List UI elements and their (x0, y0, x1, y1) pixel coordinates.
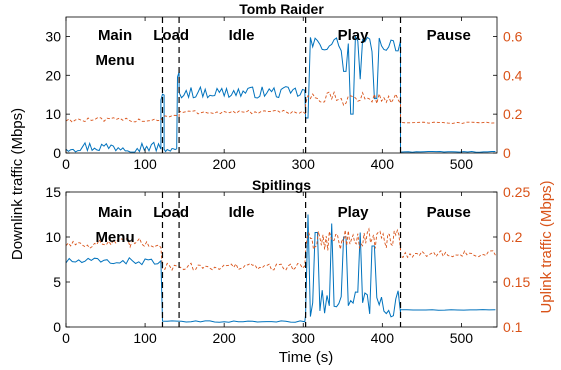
chart-title: Tomb Raider (239, 1, 324, 17)
right-tick-label: 0.4 (503, 67, 523, 83)
left-tick-label: 10 (45, 106, 61, 122)
left-tick-label: 30 (45, 28, 61, 44)
downlink-series-line (65, 34, 496, 153)
phase-label: Play (338, 27, 370, 44)
x-tick-label: 200 (212, 330, 236, 346)
right-tick-label: 0.25 (503, 184, 530, 200)
left-tick-label: 0 (53, 145, 61, 161)
left-tick-label: 0 (53, 319, 61, 335)
right-axis-label: Uplink traffic (Mbps) (538, 180, 555, 313)
x-tick-label: 100 (133, 330, 157, 346)
x-tick-label: 500 (450, 156, 474, 172)
phase-label: Menu (95, 229, 134, 246)
right-tick-label: 0.2 (503, 229, 523, 245)
phase-label: Load (153, 27, 189, 44)
plot-area-frame (65, 16, 498, 154)
left-tick-label: 10 (45, 229, 61, 245)
x-tick-label: 500 (450, 330, 474, 346)
x-tick-label: 200 (212, 156, 236, 172)
left-tick-label: 15 (45, 184, 61, 200)
phase-label: Pause (427, 204, 471, 221)
x-tick-label: 300 (292, 330, 316, 346)
x-tick-label: 400 (371, 156, 395, 172)
x-tick-label: 400 (371, 330, 395, 346)
phase-label: Play (338, 204, 370, 221)
phase-label: Idle (229, 204, 255, 221)
phase-label: Main (98, 27, 132, 44)
phase-label: Menu (95, 52, 134, 69)
left-axis-label: Downlink traffic (Mbps) (9, 108, 26, 260)
right-tick-label: 0.2 (503, 106, 523, 122)
left-tick-label: 5 (53, 274, 61, 290)
x-axis-label: Time (s) (279, 349, 333, 366)
right-tick-label: 0 (503, 145, 511, 161)
phase-label: Load (153, 204, 189, 221)
x-tick-label: 300 (292, 156, 316, 172)
right-tick-label: 0.15 (503, 274, 530, 290)
plot-area-frame (65, 191, 498, 328)
downlink-series-line (65, 214, 496, 323)
right-tick-label: 0.1 (503, 319, 523, 335)
x-tick-label: 100 (133, 156, 157, 172)
right-tick-label: 0.6 (503, 28, 523, 44)
x-tick-label: 0 (62, 156, 70, 172)
uplink-series-line (65, 90, 496, 124)
phase-label: Pause (427, 27, 471, 44)
phase-label: Idle (229, 27, 255, 44)
chart-title: Spitlings (252, 177, 311, 193)
left-tick-label: 20 (45, 67, 61, 83)
phase-label: Main (98, 204, 132, 221)
x-tick-label: 0 (62, 330, 70, 346)
